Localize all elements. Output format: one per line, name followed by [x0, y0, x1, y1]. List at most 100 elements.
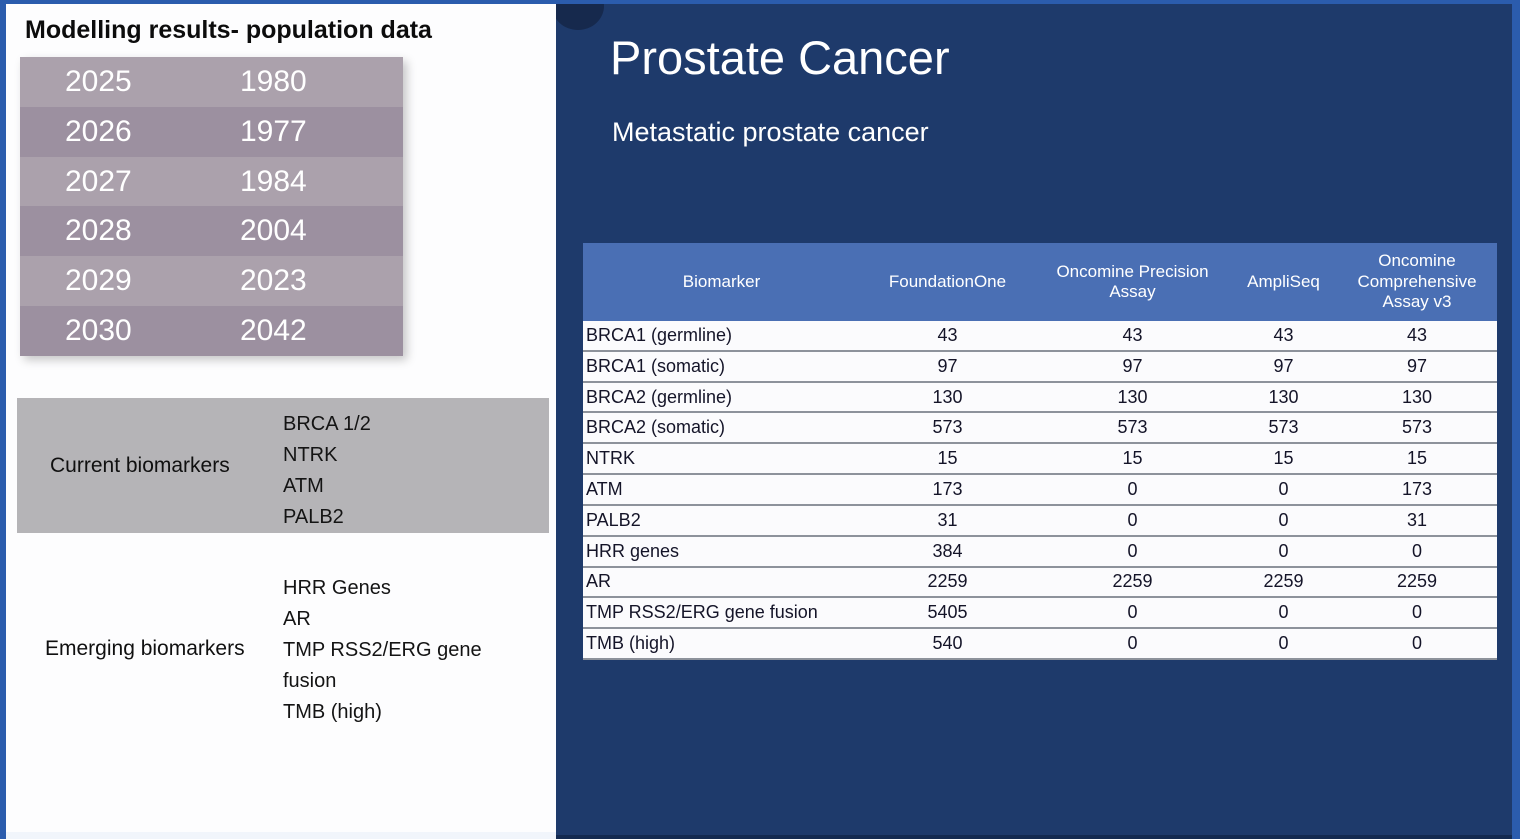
biomarker-name-cell: TMB (high)	[586, 633, 676, 654]
value-cell: 97	[937, 355, 958, 376]
table-row: PALB2 31 0 0 31	[583, 505, 1497, 537]
value-cell: 2259	[927, 571, 968, 592]
biomarker-name-cell: BRCA1 (somatic)	[586, 355, 726, 376]
value-cell: 5405	[927, 602, 968, 623]
page-subtitle: Metastatic prostate cancer	[612, 117, 929, 147]
population-year: 2026	[65, 114, 132, 148]
biomarker-name-cell: ATM	[586, 478, 623, 499]
population-year: 2030	[65, 314, 132, 348]
value-cell: 0	[1127, 509, 1138, 530]
left-panel-title: Modelling results- population data	[25, 16, 432, 44]
biomarker-table-header: Biomarker FoundationOne Oncomine Precisi…	[583, 243, 1497, 321]
value-cell: 15	[1122, 448, 1143, 469]
list-item: TMB (high)	[283, 701, 382, 723]
value-cell: 130	[1268, 386, 1299, 407]
list-item: NTRK	[283, 444, 338, 466]
value-cell: 0	[1278, 602, 1289, 623]
value-cell: 0	[1411, 540, 1422, 561]
population-row: 2030 2042	[20, 306, 403, 356]
table-row: TMB (high) 540 0 0 0	[583, 629, 1497, 660]
page-title: Prostate Cancer	[610, 31, 950, 84]
biomarker-name-cell: HRR genes	[586, 540, 680, 561]
value-cell: 43	[1406, 324, 1428, 345]
value-cell: 0	[1127, 602, 1138, 623]
list-item: BRCA 1/2	[283, 413, 371, 435]
value-cell: 31	[1406, 509, 1428, 530]
value-cell: 573	[1268, 417, 1299, 438]
value-cell: 0	[1278, 633, 1289, 654]
table-row: BRCA2 (germline) 130 130 130 130	[583, 382, 1497, 414]
value-cell: 0	[1127, 633, 1138, 654]
header-cell-ampliseq: AmpliSeq	[1247, 271, 1320, 291]
biomarker-name-cell: AR	[586, 571, 612, 592]
value-cell: 97	[1273, 355, 1294, 376]
value-cell: 130	[1401, 386, 1433, 407]
biomarker-table: Biomarker FoundationOne Oncomine Precisi…	[583, 243, 1497, 660]
population-year: 2025	[65, 64, 132, 98]
population-year: 2029	[65, 264, 132, 298]
population-year: 2027	[65, 164, 132, 198]
population-value: 1977	[240, 114, 307, 148]
value-cell: 15	[937, 448, 958, 469]
population-row: 2029 2023	[20, 256, 403, 307]
value-cell: 43	[1273, 324, 1294, 345]
population-value: 1980	[240, 64, 307, 98]
value-cell: 573	[1117, 417, 1148, 438]
emerging-biomarkers-list: HRR Genes AR TMP RSS2/ERG gene fusion TM…	[283, 573, 495, 728]
header-cell-foundationone: FoundationOne	[888, 271, 1007, 291]
biomarker-name-cell: BRCA1 (germline)	[586, 324, 733, 345]
value-cell: 540	[932, 633, 963, 654]
biomarker-table-body: BRCA1 (germline) 43 43 43 43 BRCA1 (soma…	[583, 321, 1497, 660]
header-cell-oncomine-precision: Oncomine Precision Assay	[1056, 261, 1209, 301]
bottom-edge-right	[556, 835, 1512, 839]
emerging-biomarkers-label: Emerging biomarkers	[45, 637, 245, 660]
biomarker-name-cell: PALB2	[586, 509, 641, 530]
header-cell-oncomine-comprehensive: Oncomine Comprehensive Assay v3	[1357, 251, 1477, 312]
current-biomarkers-label: Current biomarkers	[50, 453, 230, 477]
value-cell: 173	[1401, 478, 1433, 499]
population-value: 1984	[240, 164, 307, 198]
list-item: AR	[283, 608, 311, 630]
right-panel: Prostate Cancer Metastatic prostate canc…	[556, 4, 1512, 835]
value-cell: 2259	[1263, 571, 1304, 592]
table-row: BRCA2 (somatic) 573 573 573 573	[583, 413, 1497, 445]
value-cell: 43	[937, 324, 958, 345]
value-cell: 15	[1273, 448, 1294, 469]
current-biomarkers-box: Current biomarkers BRCA 1/2 NTRK ATM PAL…	[17, 398, 549, 533]
value-cell: 43	[1122, 324, 1143, 345]
table-row: BRCA1 (somatic) 97 97 97 97	[583, 351, 1497, 383]
table-row: AR 2259 2259 2259 2259	[583, 567, 1497, 599]
population-row: 2026 1977	[20, 106, 403, 157]
left-panel: Modelling results- population data 2025 …	[6, 4, 556, 832]
biomarker-name-cell: NTRK	[586, 448, 635, 469]
value-cell: 573	[1401, 417, 1433, 438]
list-item: PALB2	[283, 506, 344, 528]
list-item: HRR Genes	[283, 577, 391, 599]
value-cell: 97	[1406, 355, 1428, 376]
value-cell: 573	[932, 417, 963, 438]
value-cell: 0	[1127, 478, 1138, 499]
population-value: 2023	[240, 264, 307, 298]
table-row: ATM 173 0 0 173	[583, 475, 1497, 506]
value-cell: 0	[1127, 540, 1138, 561]
population-row: 2027 1984	[20, 156, 403, 207]
biomarker-name-cell: BRCA2 (germline)	[586, 386, 733, 407]
value-cell: 0	[1411, 633, 1422, 654]
value-cell: 130	[1117, 386, 1148, 407]
table-row: BRCA1 (germline) 43 43 43 43	[583, 321, 1497, 352]
value-cell: 0	[1278, 478, 1289, 499]
header-cell-biomarker: Biomarker	[682, 271, 761, 291]
population-year: 2028	[65, 214, 132, 248]
population-row: 2028 2004	[20, 206, 403, 257]
value-cell: 384	[932, 540, 963, 561]
population-row: 2025 1980	[20, 57, 403, 107]
value-cell: 2259	[1112, 571, 1153, 592]
value-cell: 130	[932, 386, 963, 407]
table-row: HRR genes 384 0 0 0	[583, 536, 1497, 568]
value-cell: 97	[1122, 355, 1143, 376]
value-cell: 0	[1411, 602, 1422, 623]
bottom-edge-left	[6, 832, 556, 839]
list-item: ATM	[283, 475, 324, 497]
value-cell: 2259	[1396, 571, 1438, 592]
